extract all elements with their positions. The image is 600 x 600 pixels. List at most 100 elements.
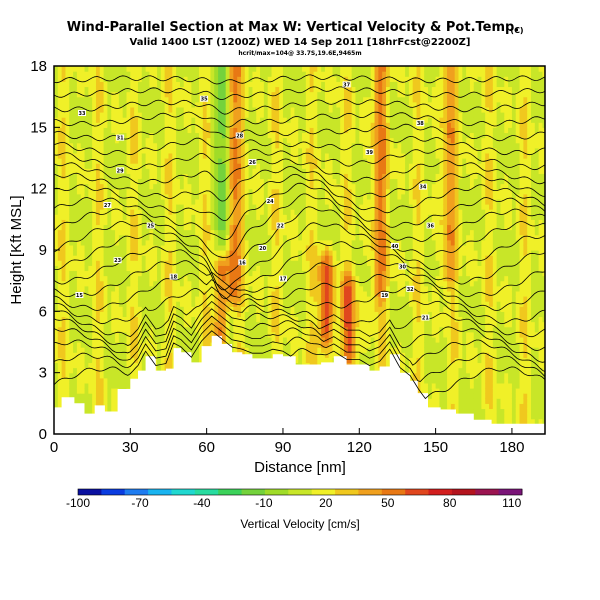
velocity-cell [244,275,250,282]
velocity-cell [256,214,261,220]
velocity-cell [141,66,147,72]
velocity-cell [168,193,173,200]
velocity-cell [160,96,166,103]
velocity-cell [57,265,63,272]
velocity-cell [248,66,254,72]
velocity-cell [54,198,59,205]
velocity-cell [237,188,242,195]
velocity-cell [302,142,307,149]
velocity-cell [61,255,67,261]
velocity-cell [164,270,170,277]
velocity-cell [88,306,93,312]
velocity-cell [65,377,70,384]
velocity-cell [69,321,74,328]
velocity-cell [134,219,139,226]
velocity-cell [263,71,269,77]
velocity-cell [111,372,116,379]
velocity-cell [275,260,280,266]
velocity-cell [126,255,131,261]
velocity-cell [134,326,139,333]
velocity-cell [214,178,219,185]
velocity-cell [130,91,135,98]
velocity-cell [172,158,177,164]
velocity-cell [187,219,192,226]
velocity-cell [244,265,250,272]
velocity-cell [225,290,231,297]
chart-title: Wind-Parallel Section at Max W: Vertical… [67,20,520,35]
velocity-cell [103,270,109,277]
velocity-cell [88,71,93,77]
velocity-cell [168,122,173,128]
velocity-cell [160,106,166,113]
velocity-cell [275,132,280,139]
velocity-cell [256,66,261,72]
velocity-cell [168,301,173,307]
velocity-cell [80,316,86,323]
velocity-cell [172,336,177,343]
velocity-cell [160,234,166,241]
velocity-cell [76,275,82,282]
velocity-cell [99,147,105,154]
velocity-cell [99,188,105,195]
velocity-cell [115,285,120,292]
velocity-cell [95,183,101,190]
velocity-cell [176,66,181,72]
velocity-cell [218,178,223,185]
velocity-cell [313,316,318,323]
velocity-cell [137,147,143,154]
velocity-cell [271,91,276,98]
velocity-cell [206,71,212,77]
velocity-cell [263,352,269,358]
velocity-cell [99,183,105,190]
velocity-cell [191,209,196,215]
velocity-cell [187,76,192,82]
velocity-cell [92,188,97,195]
velocity-cell [240,91,246,98]
velocity-cell [80,204,86,210]
velocity-cell [240,224,246,231]
velocity-cell [61,377,67,384]
velocity-cell [202,331,208,338]
velocity-cell [210,239,215,246]
velocity-cell [118,158,124,164]
velocity-cell [107,393,112,399]
velocity-cell [54,265,59,272]
velocity-cell [195,311,200,318]
velocity-cell [61,96,67,103]
velocity-cell [54,336,59,343]
velocity-cell [187,347,192,353]
velocity-cell [286,122,292,128]
velocity-cell [111,306,116,312]
velocity-cell [290,112,296,118]
velocity-cell [191,255,196,261]
velocity-cell [305,352,311,358]
velocity-cell [263,101,269,108]
velocity-cell [244,214,250,220]
velocity-cell [157,188,162,195]
velocity-cell [130,81,135,88]
velocity-cell [317,316,322,323]
velocity-cell [233,178,238,185]
velocity-cell [69,178,74,185]
velocity-cell [153,260,158,266]
velocity-cell [103,71,109,77]
velocity-cell [221,173,227,180]
velocity-cell [313,290,318,297]
velocity-cell [130,290,135,297]
velocity-cell [95,306,101,312]
velocity-cell [218,158,223,164]
velocity-cell [84,122,89,128]
velocity-cell [168,163,173,169]
velocity-cell [57,239,63,246]
velocity-cell [92,347,97,353]
velocity-cell [160,275,166,282]
velocity-cell [302,357,307,364]
velocity-cell [206,188,212,195]
velocity-cell [160,239,166,246]
velocity-cell [206,265,212,272]
velocity-cell [195,342,200,348]
velocity-cell [202,311,208,318]
velocity-cell [61,301,67,307]
velocity-cell [134,142,139,149]
velocity-cell [160,188,166,195]
